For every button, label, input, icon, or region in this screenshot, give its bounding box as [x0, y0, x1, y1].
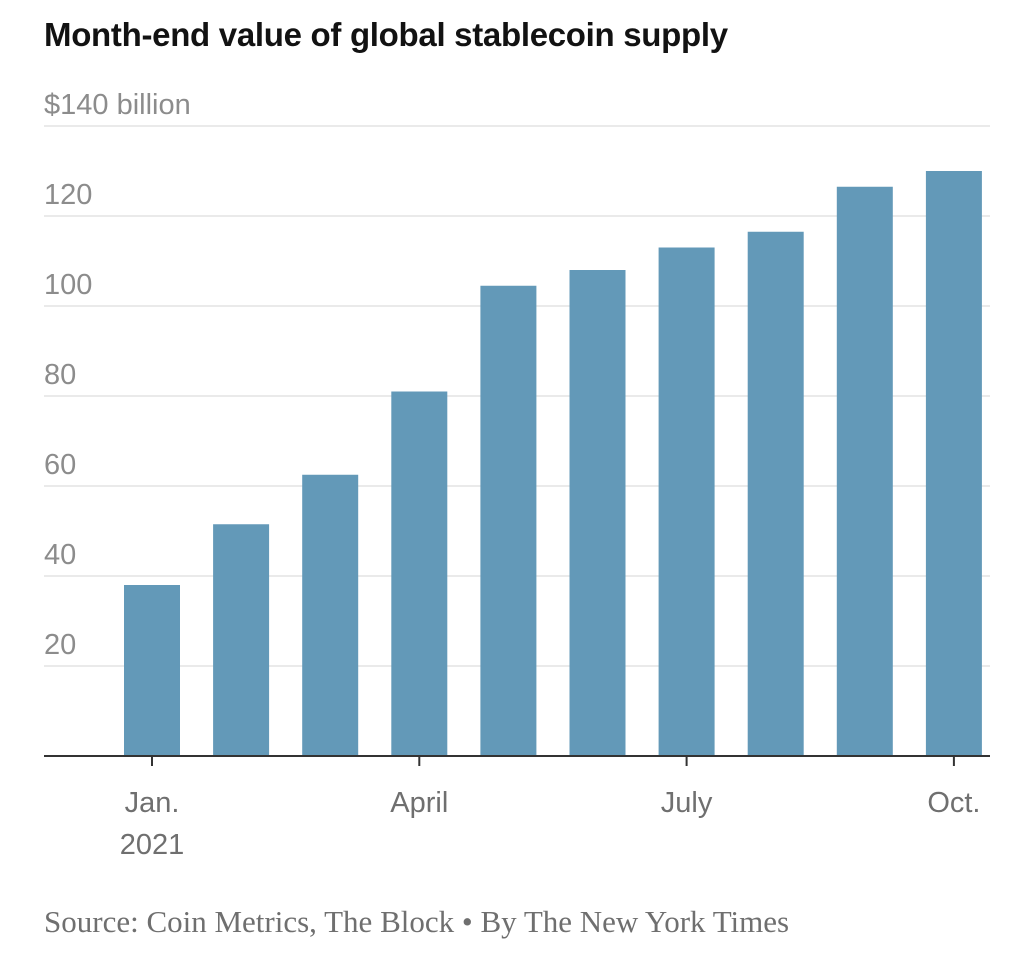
y-tick-label: 120	[44, 179, 92, 211]
bar-jan-2021	[124, 585, 180, 756]
x-tick-label: Oct.	[927, 787, 980, 819]
x-tick-label: April	[390, 787, 448, 819]
source-credit: Source: Coin Metrics, The Block • By The…	[44, 904, 790, 939]
bar-jul-2021	[658, 247, 715, 756]
bar-chart: 20 40 60 80 100 120 $140 billion Jan. 2021 April J…	[44, 89, 990, 861]
x-tick-label: 2021	[120, 829, 185, 861]
chart-title: Month-end value of global stablecoin sup…	[44, 16, 728, 53]
bar-aug-2021	[747, 231, 804, 756]
y-tick-label: 80	[44, 359, 76, 391]
bar-apr-2021	[391, 391, 448, 756]
y-tick-label: $140 billion	[44, 89, 191, 121]
bar-oct-2021	[925, 171, 982, 756]
bar-mar-2021	[302, 474, 359, 756]
bar-feb-2021	[213, 524, 270, 756]
y-tick-label: 20	[44, 629, 76, 661]
y-tick-label: 60	[44, 449, 76, 481]
bar-may-2021	[480, 285, 537, 756]
bar-jun-2021	[569, 270, 626, 756]
y-tick-label: 40	[44, 539, 76, 571]
y-tick-label: 100	[44, 269, 92, 301]
x-tick-label: July	[661, 787, 713, 819]
x-tick-label: Jan.	[125, 787, 180, 819]
bar-sep-2021	[836, 186, 893, 756]
